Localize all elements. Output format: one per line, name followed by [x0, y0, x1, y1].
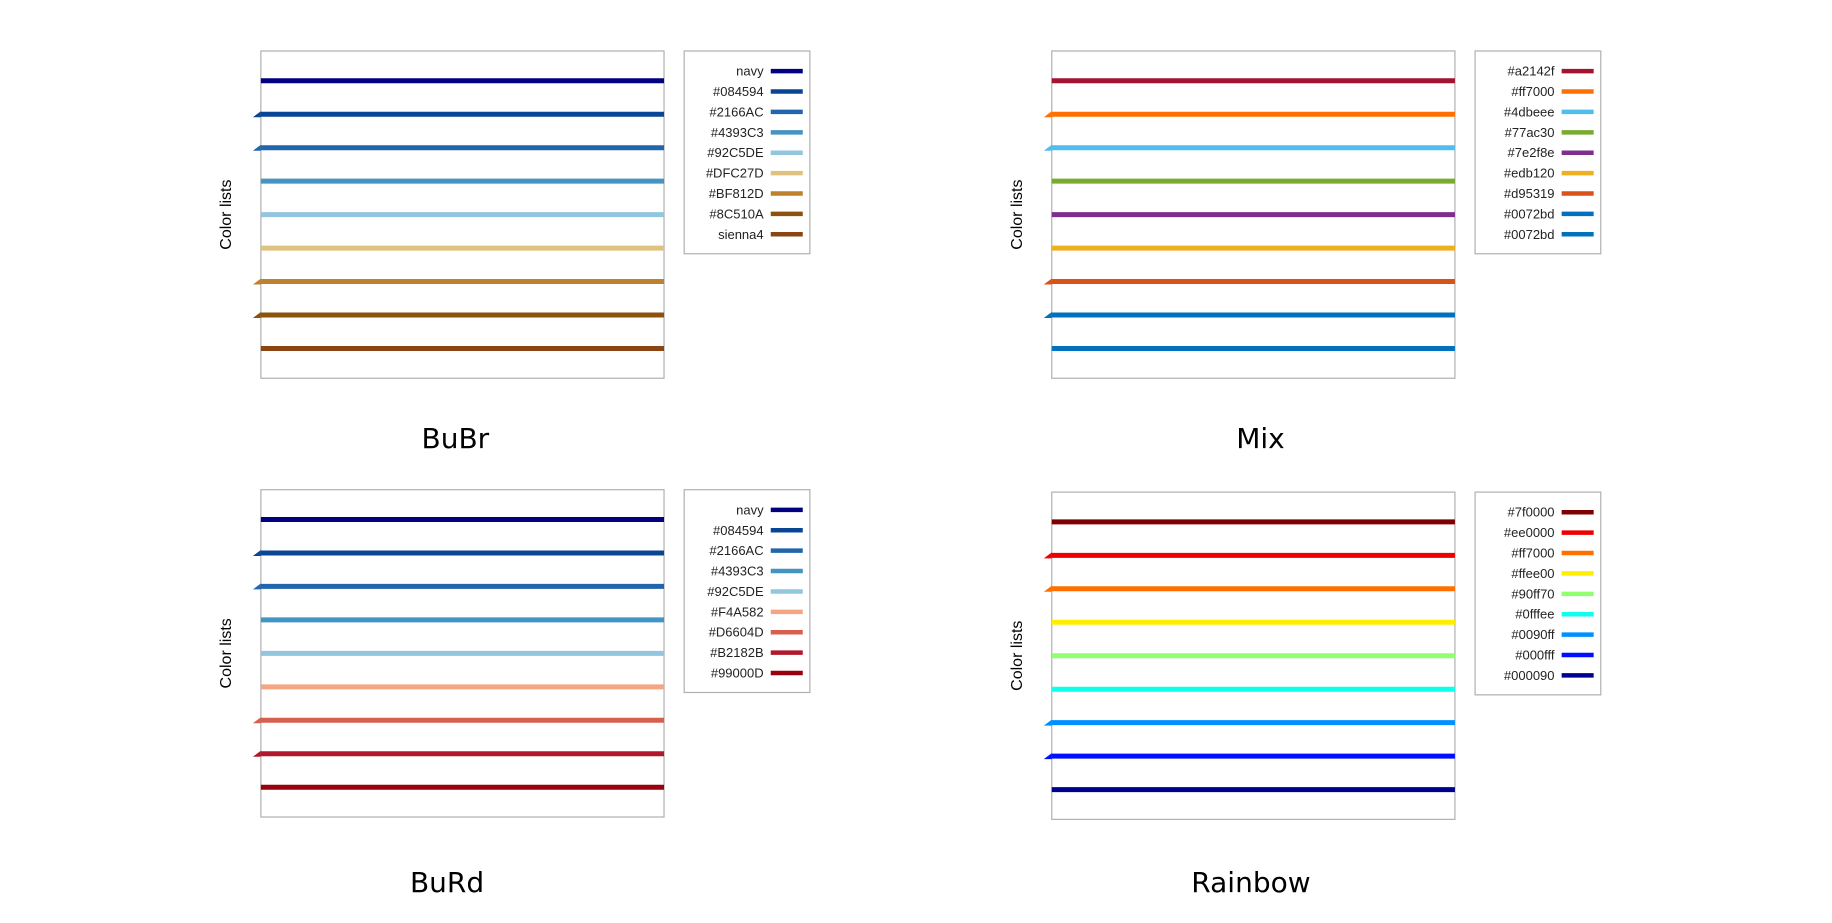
legend-label-series-2-d6604d: #D6604D	[709, 625, 764, 640]
legend-label-series-1-b2182b: #B2182B	[710, 645, 764, 660]
legend-label-series-1-000fff: #000fff	[1515, 648, 1555, 663]
edge-mark-series-2-0090ff	[1043, 719, 1052, 726]
caption-bubr: BuBr	[421, 422, 490, 456]
legend-label-series-6-ff7000: #ff7000	[1511, 546, 1554, 561]
legend-label-series-7-ee0000: #ee0000	[1504, 525, 1555, 540]
legend-label-series-3-f4a582: #F4A582	[711, 604, 764, 619]
edge-mark-series-6-2166ac	[252, 144, 261, 151]
legend-label-series-8-navy: navy	[736, 502, 764, 517]
y-axis-label: Color lists	[218, 618, 235, 688]
legend-label-series-8-7f0000: #7f0000	[1508, 505, 1555, 520]
legend-label-series-3-0fffee: #0fffee	[1515, 607, 1554, 622]
edge-mark-series-2-d6604d	[252, 717, 261, 724]
caption-burd: BuRd	[409, 865, 485, 899]
edge-mark-series-6-2166ac	[252, 583, 261, 590]
legend-label-series-6-4dbeee: #4dbeee	[1504, 104, 1555, 119]
legend-label-series-2-bf812d: #BF812D	[709, 186, 764, 201]
legend-label-series-0-99000d: #99000D	[711, 666, 764, 681]
y-axis-label: Color lists	[218, 180, 235, 250]
edge-mark-series-7-ff7000	[1043, 111, 1052, 118]
legend-label-series-0-sienna4: sienna4	[718, 227, 764, 242]
legend-label-series-3-dfc27d: #DFC27D	[706, 166, 764, 181]
y-axis-label: Color lists	[1009, 180, 1026, 250]
edge-mark-series-2-bf812d	[252, 278, 261, 285]
legend-label-series-7-ff7000: #ff7000	[1511, 84, 1554, 99]
legend-label-series-6-2166ac: #2166AC	[709, 104, 763, 119]
y-axis-label: Color lists	[1009, 621, 1026, 691]
legend-label-series-0-000090: #000090	[1504, 668, 1555, 683]
edge-mark-series-7-ee0000	[1043, 552, 1052, 559]
legend-label-series-1-0072bd: #0072bd	[1504, 206, 1555, 221]
edge-mark-series-7-084594	[252, 549, 261, 556]
edge-mark-series-6-4dbeee	[1043, 144, 1052, 151]
edge-mark-series-1-000fff	[1043, 753, 1052, 760]
legend-label-series-7-084594: #084594	[713, 84, 764, 99]
legend-label-series-5-4393c3: #4393C3	[711, 564, 764, 579]
legend-label-series-6-2166ac: #2166AC	[709, 543, 763, 558]
edge-mark-series-6-ff7000	[1043, 585, 1052, 592]
legend-label-series-5-4393c3: #4393C3	[711, 125, 764, 140]
edge-mark-series-1-b2182b	[252, 750, 261, 757]
legend-label-series-1-8c510a: #8C510A	[709, 206, 764, 221]
edge-mark-series-2-d95319	[1043, 278, 1052, 285]
legend-label-series-2-0090ff: #0090ff	[1511, 627, 1555, 642]
legend-label-series-8-a2142f: #a2142f	[1508, 64, 1555, 79]
legend-label-series-4-90ff70: #90ff70	[1511, 586, 1554, 601]
caption-rainbow: Rainbow	[1191, 865, 1311, 899]
legend-label-series-0-0072bd: #0072bd	[1504, 227, 1555, 242]
legend-label-series-5-77ac30: #77ac30	[1505, 125, 1555, 140]
legend-label-series-3-edb120: #edb120	[1504, 166, 1555, 181]
caption-mix: Mix	[1236, 422, 1285, 456]
legend-label-series-7-084594: #084594	[713, 523, 764, 538]
legend-label-series-5-ffee00: #ffee00	[1511, 566, 1554, 581]
legend-label-series-4-92c5de: #92C5DE	[707, 584, 764, 599]
edge-mark-series-7-084594	[252, 111, 261, 118]
legend-label-series-8-navy: navy	[736, 64, 764, 79]
legend-label-series-4-7e2f8e: #7e2f8e	[1508, 145, 1555, 160]
edge-mark-series-1-0072bd	[1043, 312, 1052, 319]
legend-label-series-2-d95319: #d95319	[1504, 186, 1555, 201]
legend-label-series-4-92c5de: #92C5DE	[707, 145, 764, 160]
edge-mark-series-1-8c510a	[252, 312, 261, 319]
